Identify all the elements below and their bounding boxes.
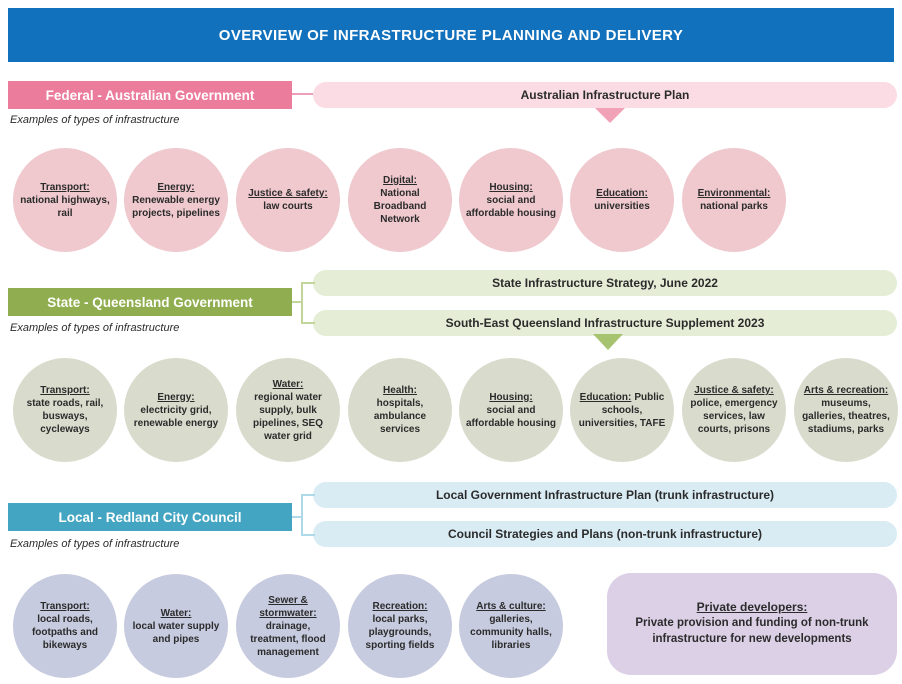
- state-examples-note: Examples of types of infrastructure: [10, 322, 180, 334]
- circle-heading: Water:: [160, 607, 192, 619]
- circle-state-health: Health: hospitals, ambulance services: [348, 358, 452, 462]
- state-bracket-line: [301, 282, 303, 324]
- circle-state-transport: Transport: state roads, rail, busways, cy…: [13, 358, 117, 462]
- circle-local-arts: Arts & culture: galleries, community hall…: [459, 574, 563, 678]
- circle-body: drainage, treatment, flood management: [250, 620, 326, 658]
- circle-body: social and affordable housing: [466, 194, 556, 219]
- state-plan-pill-2: South-East Queensland Infrastructure Sup…: [313, 310, 897, 336]
- circle-federal-environmental: Environmental: national parks: [682, 148, 786, 252]
- state-plan-pill-1: State Infrastructure Strategy, June 2022: [313, 270, 897, 296]
- local-plan-pill-2: Council Strategies and Plans (non-trunk …: [313, 521, 897, 547]
- circle-heading: Transport:: [40, 181, 90, 193]
- circle-body: Renewable energy projects, pipelines: [132, 194, 220, 219]
- circle-heading: Education:: [579, 391, 632, 403]
- private-developers-heading: Private developers:: [696, 600, 808, 615]
- circle-body: national highways, rail: [20, 194, 110, 219]
- circle-body: local parks, playgrounds, sporting field…: [365, 614, 435, 651]
- circle-body: hospitals, ambulance services: [373, 398, 427, 435]
- local-label: Local - Redland City Council: [8, 503, 292, 531]
- circle-federal-justice: Justice & safety: law courts: [236, 148, 340, 252]
- page-title: OVERVIEW OF INFRASTRUCTURE PLANNING AND …: [218, 26, 684, 44]
- circle-body: museums, galleries, theatres, stadiums, …: [802, 398, 890, 435]
- local-bracket-line: [301, 534, 315, 536]
- circle-body: National Broadband Network: [373, 188, 427, 225]
- circle-heading: Environmental:: [697, 188, 771, 199]
- circle-heading: Justice & safety:: [248, 188, 328, 199]
- local-plan-pill-1: Local Government Infrastructure Plan (tr…: [313, 482, 897, 508]
- circle-state-education: Education: Public schools, universities, …: [570, 358, 674, 462]
- circle-heading: Recreation:: [372, 601, 428, 612]
- circle-federal-transport: Transport: national highways, rail: [13, 148, 117, 252]
- state-down-arrow-icon: [593, 334, 623, 350]
- federal-examples-note: Examples of types of infrastructure: [10, 114, 180, 126]
- private-developers-body: Private provision and funding of non-tru…: [635, 617, 869, 645]
- private-developers-box: Private developers: Private provision an…: [607, 573, 897, 675]
- circle-body: regional water supply, bulk pipelines, S…: [252, 391, 324, 442]
- circle-body: electricity grid, renewable energy: [133, 404, 219, 429]
- circle-state-arts: Arts & recreation: museums, galleries, th…: [794, 358, 898, 462]
- state-bracket-line: [292, 301, 302, 303]
- circle-heading: Energy:: [157, 391, 195, 403]
- circle-local-sewer: Sewer & stormwater: drainage, treatment, …: [236, 574, 340, 678]
- circle-heading: Justice & safety:: [694, 385, 774, 396]
- circle-heading: Housing:: [489, 391, 533, 403]
- circle-heading: Transport:: [40, 385, 90, 396]
- local-bracket-line: [301, 494, 303, 536]
- circle-local-recreation: Recreation: local parks, playgrounds, spo…: [348, 574, 452, 678]
- local-bracket-line: [301, 494, 315, 496]
- circle-body: state roads, rail, busways, cycleways: [26, 398, 104, 435]
- circle-body: police, emergency services, law courts, …: [690, 398, 778, 435]
- state-label: State - Queensland Government: [8, 288, 292, 316]
- circle-heading: Education:: [596, 188, 648, 199]
- circle-body: law courts: [263, 201, 313, 212]
- circle-heading: Arts & recreation:: [803, 385, 889, 396]
- circle-federal-education: Education: universities: [570, 148, 674, 252]
- local-bracket-line: [292, 516, 302, 518]
- circle-body: universities: [594, 201, 650, 212]
- federal-label: Federal - Australian Government: [8, 81, 292, 109]
- circle-body: local water supply and pipes: [132, 620, 220, 645]
- circle-heading: Sewer & stormwater:: [259, 594, 317, 619]
- title-banner: OVERVIEW OF INFRASTRUCTURE PLANNING AND …: [8, 8, 894, 62]
- circle-federal-digital: Digital: National Broadband Network: [348, 148, 452, 252]
- circle-heading: Health:: [383, 385, 417, 396]
- circle-body: galleries, community halls, libraries: [470, 614, 552, 651]
- circle-heading: Arts & culture:: [476, 601, 546, 612]
- federal-connector-line: [292, 93, 313, 95]
- federal-down-arrow-icon: [595, 108, 625, 123]
- circle-heading: Energy:: [157, 181, 195, 193]
- circle-local-transport: Transport: local roads, footpaths and bik…: [13, 574, 117, 678]
- circle-body: local roads, footpaths and bikeways: [31, 614, 99, 651]
- circle-body: social and affordable housing: [466, 404, 556, 429]
- state-bracket-line: [301, 322, 315, 324]
- circle-body: Public schools, universities, TAFE: [578, 391, 666, 429]
- circle-state-justice: Justice & safety: police, emergency servi…: [682, 358, 786, 462]
- circle-heading: Digital:: [383, 175, 417, 186]
- circle-heading: Water:: [272, 378, 304, 390]
- circle-state-housing: Housing: social and affordable housing: [459, 358, 563, 462]
- circle-heading: Transport:: [40, 601, 90, 612]
- circle-local-water: Water: local water supply and pipes: [124, 574, 228, 678]
- circle-state-water: Water: regional water supply, bulk pipeli…: [236, 358, 340, 462]
- state-bracket-line: [301, 282, 315, 284]
- circle-state-energy: Energy: electricity grid, renewable energ…: [124, 358, 228, 462]
- federal-plan-pill: Australian Infrastructure Plan: [313, 82, 897, 108]
- circle-federal-energy: Energy: Renewable energy projects, pipeli…: [124, 148, 228, 252]
- local-examples-note: Examples of types of infrastructure: [10, 538, 180, 550]
- circle-federal-housing: Housing: social and affordable housing: [459, 148, 563, 252]
- circle-body: national parks: [700, 201, 768, 212]
- circle-heading: Housing:: [489, 181, 533, 193]
